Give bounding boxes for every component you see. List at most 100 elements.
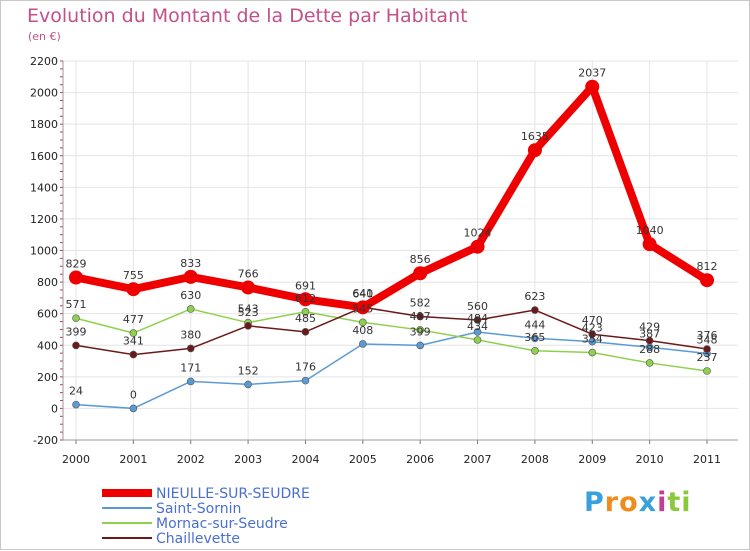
logo-letter: i <box>657 487 668 518</box>
data-label: 755 <box>123 269 144 282</box>
data-label: 612 <box>295 292 316 305</box>
data-point <box>700 273 714 288</box>
data-label: 641 <box>352 287 373 300</box>
data-point <box>416 326 424 334</box>
data-point <box>129 329 138 337</box>
data-label: 829 <box>66 258 87 271</box>
data-label: 341 <box>123 335 144 348</box>
data-label: 623 <box>524 290 545 303</box>
data-label: 152 <box>238 364 259 377</box>
series-line-chaillevette <box>75 306 708 356</box>
data-label: 387 <box>639 327 660 340</box>
data-label: 640 <box>352 287 373 300</box>
data-point <box>129 404 138 413</box>
data-point <box>183 269 198 284</box>
data-label: 477 <box>123 313 144 326</box>
series-line-nieulle-sur-seudre <box>75 82 710 312</box>
data-point <box>473 328 482 336</box>
y-tick-label: 2000 <box>30 87 58 100</box>
y-tick-label: 800 <box>37 276 58 289</box>
data-label: 766 <box>238 267 259 280</box>
data-point <box>186 377 195 386</box>
data-point <box>301 328 310 336</box>
data-point <box>703 367 711 375</box>
y-tick-label: 400 <box>37 339 58 352</box>
data-point <box>301 307 310 316</box>
data-label: 237 <box>697 351 718 364</box>
data-label: 176 <box>295 361 316 374</box>
x-tick-label: 2000 <box>62 453 90 466</box>
data-point <box>527 143 542 158</box>
y-tick-label: 600 <box>37 308 58 321</box>
x-tick-label: 2007 <box>464 453 492 466</box>
data-point <box>531 334 539 343</box>
y-tick-label: 1400 <box>30 181 58 194</box>
data-point <box>413 266 428 281</box>
x-tick-label: 2009 <box>578 453 606 466</box>
data-label: 812 <box>697 260 718 273</box>
logo-letter: r <box>604 487 620 518</box>
y-tick-label: 1800 <box>30 118 58 131</box>
data-label: 365 <box>524 331 545 344</box>
data-label: 0 <box>130 388 137 401</box>
x-tick-label: 2011 <box>693 453 721 466</box>
data-label: 545 <box>352 302 373 315</box>
data-label: 630 <box>180 289 201 302</box>
y-tick-label: 1200 <box>30 213 58 226</box>
data-point <box>72 400 80 409</box>
data-point <box>69 270 83 285</box>
x-tick-label: 2004 <box>291 453 319 466</box>
data-label: 485 <box>295 312 316 325</box>
x-tick-label: 2002 <box>177 453 205 466</box>
data-point <box>531 346 539 355</box>
series-line-mornac-sur-seudre <box>75 308 708 372</box>
x-tick-label: 2005 <box>349 453 377 466</box>
data-label: 1024 <box>464 227 492 240</box>
data-label: 399 <box>410 325 431 338</box>
data-label: 691 <box>295 279 316 292</box>
data-label: 24 <box>69 385 83 398</box>
y-tick-label: 200 <box>37 371 58 384</box>
data-label: 571 <box>66 298 87 311</box>
data-point <box>359 340 367 348</box>
logo-letter: t <box>667 487 682 518</box>
data-point <box>642 237 657 252</box>
y-tick-label: -200 <box>33 434 58 447</box>
x-tick-label: 2006 <box>406 453 434 466</box>
x-tick-label: 2008 <box>521 453 549 466</box>
data-point <box>703 345 711 353</box>
data-label: 348 <box>697 333 718 346</box>
x-tick-label: 2003 <box>234 453 262 466</box>
x-tick-label: 2001 <box>119 453 147 466</box>
data-label: 833 <box>180 257 201 270</box>
legend-label: Chaillevette <box>156 531 240 547</box>
y-tick-label: 1600 <box>30 150 58 163</box>
data-label: 434 <box>467 320 488 333</box>
data-label: 444 <box>524 318 545 331</box>
data-label: 429 <box>639 321 660 334</box>
x-tick-label: 2010 <box>636 453 664 466</box>
data-label: 376 <box>697 329 718 342</box>
data-point <box>186 344 195 353</box>
data-label: 171 <box>180 361 201 374</box>
data-point <box>241 280 256 295</box>
logo-letter: P <box>584 487 605 518</box>
data-point <box>244 380 252 389</box>
data-point <box>416 312 424 321</box>
data-label: 582 <box>410 297 431 310</box>
data-point <box>588 337 597 346</box>
proxiti-logo: Proxiti <box>584 487 692 518</box>
data-label: 408 <box>352 324 373 337</box>
data-label: 2037 <box>578 67 606 80</box>
data-label: 856 <box>410 253 431 266</box>
data-point <box>359 318 367 327</box>
data-label: 543 <box>238 303 259 316</box>
data-point <box>416 341 424 350</box>
series-line-saint-sornin <box>75 331 708 410</box>
data-label: 560 <box>467 300 488 313</box>
data-point <box>129 350 138 359</box>
data-label: 423 <box>582 322 603 335</box>
data-label: 484 <box>467 312 488 325</box>
